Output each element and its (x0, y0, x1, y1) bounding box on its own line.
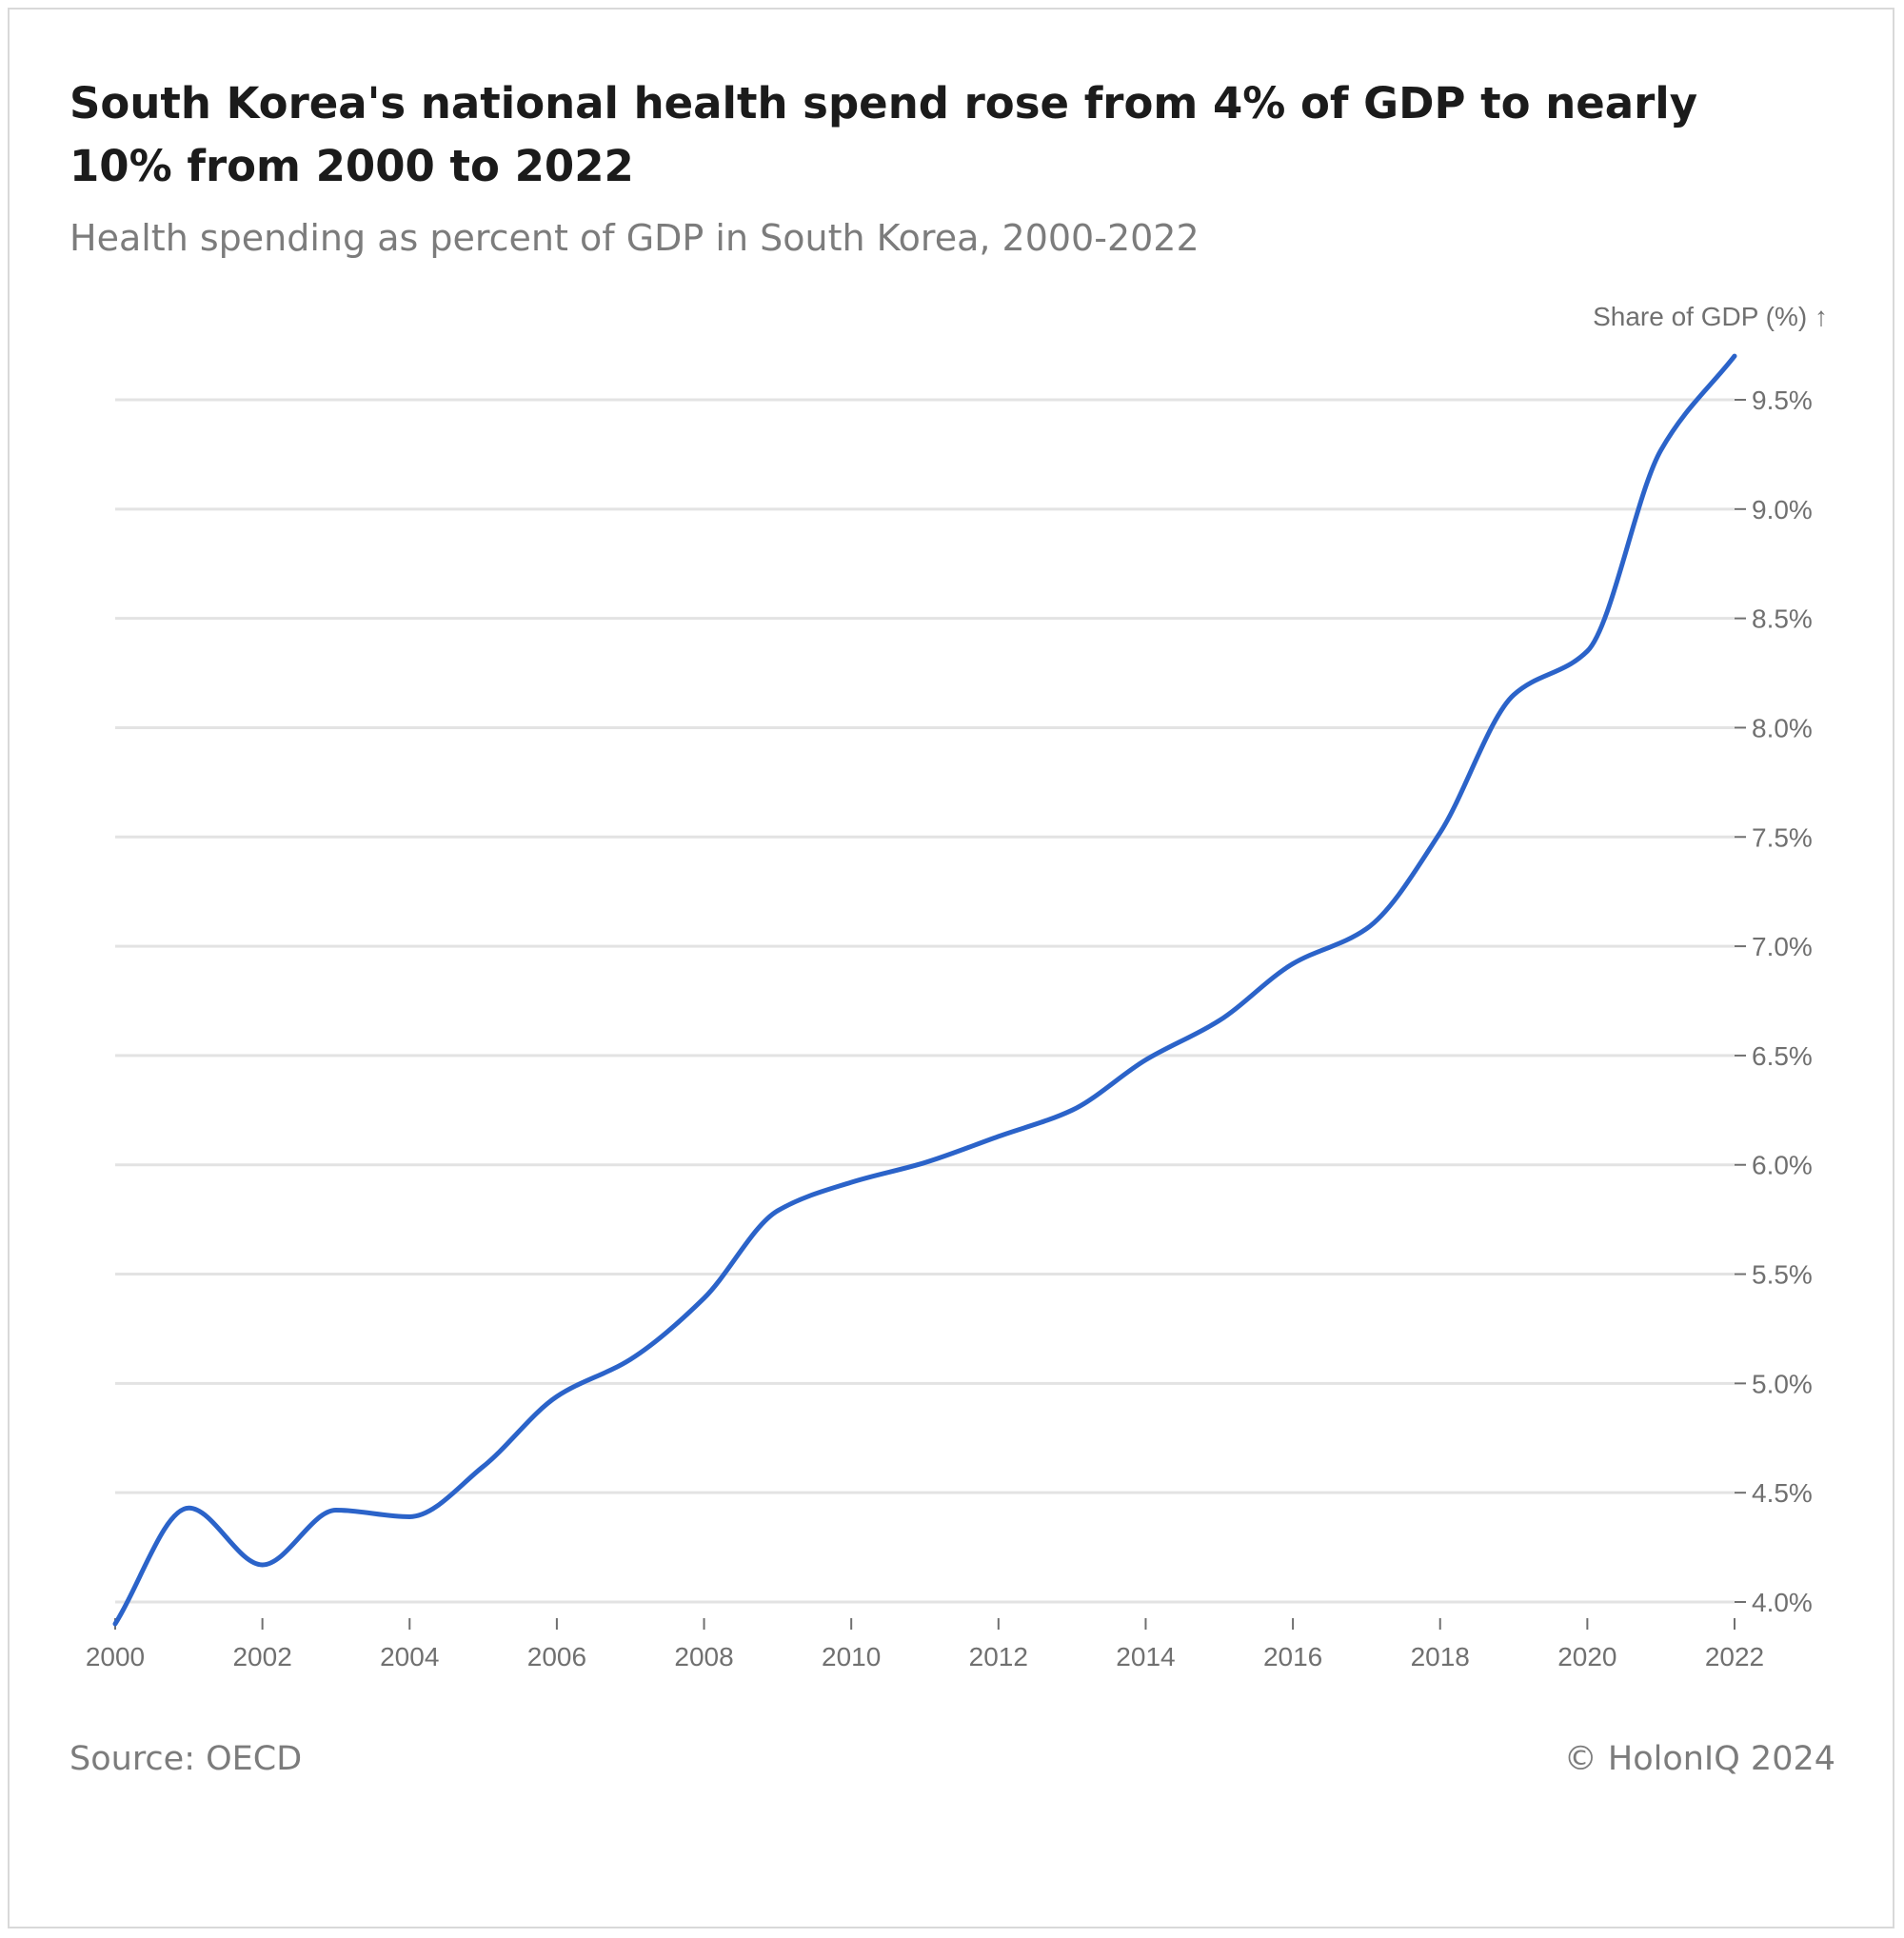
series-layer: 2000: 3.9% 2001: 4.43% 2002: 4.17% 2003: 4.… (111, 352, 1738, 1628)
data-point: 2015: 6.66% (1216, 1017, 1223, 1024)
data-point: 2008: 5.39% (701, 1295, 708, 1302)
data-point: 2007: 5.11% (626, 1355, 634, 1363)
source-note: Source: OECD (69, 1740, 303, 1778)
data-point: 2010: 5.92% (847, 1178, 855, 1186)
x-tick-label: 2020 (1557, 1642, 1616, 1671)
data-point: 2021: 9.27% (1657, 446, 1665, 454)
x-tick-label: 2010 (822, 1642, 881, 1671)
data-point: 2020: 8.35% (1583, 647, 1591, 655)
x-tick-label: 2016 (1263, 1642, 1322, 1671)
x-tick-label: 2006 (527, 1642, 586, 1671)
x-axis: 2000 2002 2004 2006 2008 2010 2012 2014 2016 2018… (86, 1618, 1764, 1671)
y-axis: 4.0% 4.5% 5.0% 5.5% 6.0% 6.5% 7.0% 7.5% 8.0% 8.5%… (1735, 386, 1813, 1617)
y-axis-label: Share of GDP (%) ↑ (1593, 302, 1828, 331)
data-point: 2002: 4.17% (259, 1561, 267, 1569)
data-point: 2012: 6.13% (995, 1133, 1002, 1140)
x-tick-label: 2022 (1705, 1642, 1764, 1671)
data-point: 2019: 8.15% (1510, 691, 1517, 699)
y-tick-label: 4.5% (1752, 1478, 1813, 1508)
y-tick-label: 6.5% (1752, 1041, 1813, 1071)
y-tick-label: 5.0% (1752, 1369, 1813, 1398)
data-point: 2018: 7.52% (1437, 829, 1444, 837)
chart-frame (8, 8, 1894, 1928)
y-tick-label: 7.0% (1752, 932, 1813, 961)
x-tick-label: 2004 (380, 1642, 439, 1671)
data-point: 2017: 7.08% (1362, 925, 1370, 933)
y-tick-label: 9.0% (1752, 495, 1813, 524)
x-tick-label: 2012 (969, 1642, 1028, 1671)
data-point: 2005: 4.62% (480, 1463, 487, 1471)
x-tick-label: 2008 (674, 1642, 733, 1671)
gridlines (115, 398, 1735, 1604)
x-tick-label: 2002 (232, 1642, 291, 1671)
data-point: 2009: 5.79% (774, 1207, 782, 1215)
data-point: 2003: 4.42% (332, 1507, 340, 1514)
data-point: 2006: 4.94% (553, 1393, 561, 1400)
chart-title: South Korea's national health spend rose… (69, 78, 1698, 191)
data-point: 2013: 6.25% (1068, 1106, 1076, 1114)
x-tick-label: 2000 (86, 1642, 145, 1671)
series-line (112, 353, 1737, 1627)
copyright-note: © HolonIQ 2024 (1563, 1740, 1835, 1778)
data-point: 2022: 9.7% (1731, 352, 1738, 360)
y-tick-label: 7.5% (1752, 822, 1813, 852)
data-point: 2011: 6.01% (922, 1158, 929, 1166)
data-point: 2016: 6.92% (1289, 959, 1297, 967)
y-tick-label: 8.5% (1752, 604, 1813, 634)
y-tick-label: 6.0% (1752, 1151, 1813, 1180)
y-tick-label: 4.0% (1752, 1588, 1813, 1617)
data-point: 2014: 6.48% (1141, 1057, 1149, 1064)
y-tick-label: 9.5% (1752, 386, 1813, 415)
data-point: 2001: 4.43% (185, 1504, 192, 1512)
x-tick-label: 2014 (1116, 1642, 1175, 1671)
x-tick-label: 2018 (1411, 1642, 1470, 1671)
chart-subtitle: Health spending as percent of GDP in Sou… (69, 217, 1200, 259)
y-tick-label: 8.0% (1752, 713, 1813, 742)
data-point: 2000: 3.9% (111, 1620, 119, 1628)
data-point: 2004: 4.39% (406, 1513, 413, 1520)
y-tick-label: 5.5% (1752, 1260, 1813, 1290)
